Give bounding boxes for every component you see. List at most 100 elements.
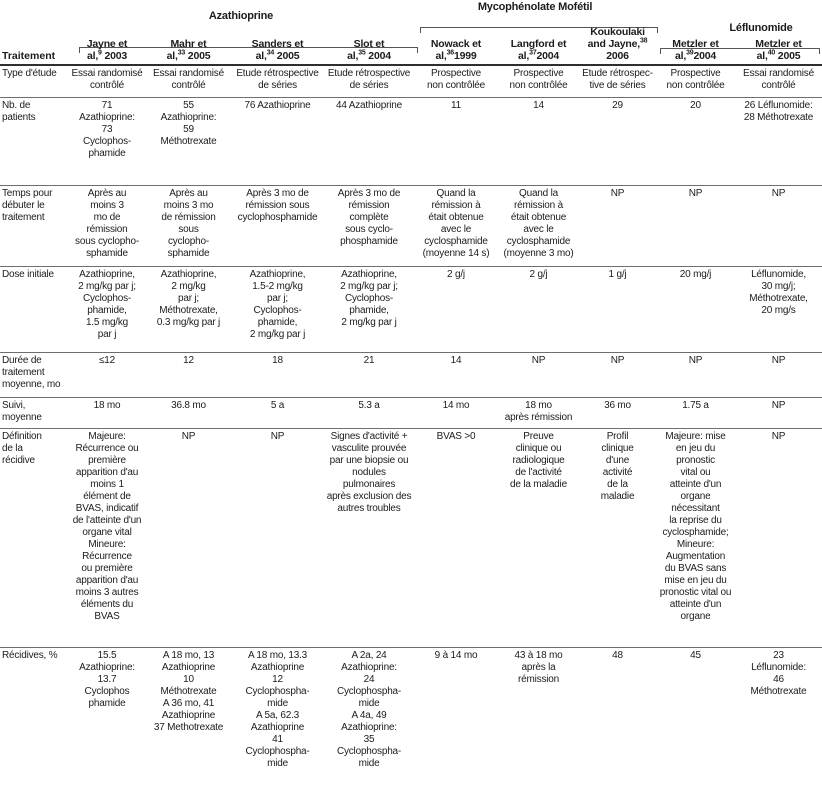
row-label: Récidives, % — [2, 650, 58, 661]
cell: Quand la rémission à était obtenue avec … — [414, 185, 498, 267]
study-year: 2005 — [185, 50, 211, 62]
study-name: Nowack et al, — [430, 38, 482, 62]
cell: 5.3 a — [324, 397, 414, 429]
cell: 76 Azathioprine — [231, 97, 324, 186]
table-row-definition-recidive: Définition de la récidive Majeure: Récur… — [0, 428, 822, 648]
table-row-nb-patients: Nb. de patients 71 Azathioprine: 73 Cycl… — [0, 97, 822, 186]
cell: 26 Léflunomide: 28 Méthotrexate — [735, 97, 822, 186]
cell: 20 — [656, 97, 735, 186]
cell: 18 mo — [68, 397, 146, 429]
group-header-azathioprine: Azathioprine — [208, 10, 274, 22]
reference-superscript: 38 — [639, 37, 648, 45]
group-bracket-azathioprine — [79, 47, 418, 53]
cell: 71 Azathioprine: 73 Cyclophos- phamide — [68, 97, 146, 186]
column-header-sanders-2005: Sanders et al,34 2005 — [231, 38, 324, 62]
study-year: 2005 — [775, 50, 801, 62]
cell: 45 — [690, 650, 701, 661]
cell: Azathioprine, 2 mg/kg par j; Cyclophos- … — [324, 266, 414, 353]
study-year: 2003 — [101, 50, 128, 62]
cell: 55 Azathioprine: 59 Méthotrexate — [146, 97, 231, 186]
cell: NP — [146, 428, 231, 648]
corner-label: Traitement — [2, 50, 56, 62]
cell: 14 — [498, 97, 579, 186]
reference-superscript: 35 — [358, 49, 366, 57]
cell: BVAS >0 — [414, 428, 498, 648]
cell: Majeure: Récurrence ou première appariti… — [68, 428, 146, 648]
cell: Prospective non contrôlée — [498, 65, 579, 98]
cell: 2 g/j — [414, 266, 498, 353]
cell: 9 à 14 mo — [434, 650, 478, 661]
cell: Majeure: mise en jeu du pronostic vital … — [656, 428, 735, 648]
cell: 15.5 Azathioprine: 13.7 Cyclophos phamid… — [79, 650, 135, 709]
cell: 2 g/j — [498, 266, 579, 353]
table-row-dose-initiale: Dose initiale Azathioprine, 2 mg/kg par … — [0, 266, 822, 353]
cell: 21 — [324, 352, 414, 398]
column-header-nowack-1999: Nowack et al,361999 — [414, 38, 498, 62]
cell: 18 — [231, 352, 324, 398]
cell: Après 3 mo de rémission complète sous cy… — [324, 185, 414, 267]
cell: Profil clinique d'une activité de la mal… — [579, 428, 656, 648]
reference-superscript: 40 — [767, 49, 776, 57]
comparison-table: Type d'étude Essai randomisé contrôlé Es… — [0, 64, 822, 789]
study-name: Langford et al, — [510, 38, 567, 62]
cell: 14 mo — [414, 397, 498, 429]
table-row-duree-traitement: Durée de traitement moyenne, mo ≤12 12 1… — [0, 352, 822, 398]
cell: 36.8 mo — [146, 397, 231, 429]
cell: NP — [735, 428, 822, 648]
cell: 5 a — [231, 397, 324, 429]
table-header: Traitement Azathioprine Mycophénolate Mo… — [0, 0, 822, 64]
row-label: Temps pour débuter le traitement — [0, 185, 68, 267]
cell: 23 Léflunomide: 46 Méthotrexate — [750, 650, 807, 697]
column-header-koukoulaki-2006: Koukoulaki and Jayne,38 2006 — [579, 26, 656, 62]
study-name: Metzler et al, — [755, 38, 802, 62]
reference-superscript: 39 — [686, 49, 694, 57]
cell: Prospective non contrôlée — [414, 65, 498, 98]
cell: NP — [735, 352, 822, 398]
cell: Léflunomide, 30 mg/j; Méthotrexate, 20 m… — [735, 266, 822, 353]
cell: 44 Azathioprine — [324, 97, 414, 186]
cell: Après au moins 3 mo de rémission sous cy… — [68, 185, 146, 267]
cell: NP — [656, 185, 735, 267]
study-name: Jayne et al, — [86, 38, 128, 62]
study-name: Metzler et al, — [672, 38, 719, 62]
row-label: Nb. de patients — [0, 97, 68, 186]
cell: NP — [735, 397, 822, 429]
cell: Essai randomisé contrôlé — [735, 65, 822, 98]
cell: A 18 mo, 13 Azathioprine 10 Méthotrexate… — [153, 650, 224, 733]
column-header-metzler-2005: Metzler et al,40 2005 — [735, 38, 822, 62]
row-label: Suivi, moyenne — [0, 397, 68, 429]
cell: 48 — [612, 650, 623, 661]
study-year: 1999 — [453, 50, 477, 62]
reference-superscript: 34 — [266, 49, 275, 57]
study-name: Mahr et al, — [166, 38, 207, 62]
cell: 12 — [146, 352, 231, 398]
column-header-metzler-2004: Metzler et al,392004 — [656, 38, 735, 62]
cell: Quand la rémission à était obtenue avec … — [498, 185, 579, 267]
column-header-mahr-2005: Mahr et al,33 2005 — [146, 38, 231, 62]
group-bracket-leflunomide — [660, 48, 820, 54]
cell: Etude rétrospective de séries — [231, 65, 324, 98]
group-header-mycophenolate-mofetil: Mycophénolate Mofétil — [477, 1, 593, 13]
group-header-leflunomide: Léflunomide — [729, 22, 793, 34]
cell: NP — [656, 352, 735, 398]
cell: Azathioprine, 1.5-2 mg/kg par j; Cycloph… — [231, 266, 324, 353]
group-bracket-mycophenolate-mofetil — [420, 27, 658, 33]
reference-superscript: 37 — [529, 49, 537, 57]
column-header-slot-2004: Slot et al,35 2004 — [324, 38, 414, 62]
reference-superscript: 36 — [446, 49, 455, 57]
reference-superscript: 33 — [177, 49, 186, 57]
cell: Signes d'activité + vasculite prouvée pa… — [324, 428, 414, 648]
cell: 18 mo après rémission — [498, 397, 579, 429]
cell: 14 — [414, 352, 498, 398]
cell: Essai randomisé contrôlé — [68, 65, 146, 98]
cell: 1.75 a — [656, 397, 735, 429]
column-header-langford-2004: Langford et al,372004 — [498, 38, 579, 62]
cell: A 18 mo, 13.3 Azathioprine 12 Cyclophosp… — [245, 650, 310, 769]
table-row-suivi: Suivi, moyenne 18 mo 36.8 mo 5 a 5.3 a 1… — [0, 397, 822, 429]
cell: NP — [579, 352, 656, 398]
cell: Après 3 mo de rémission sous cyclophosph… — [231, 185, 324, 267]
cell: Prospective non contrôlée — [656, 65, 735, 98]
row-label: Dose initiale — [0, 266, 68, 353]
row-label: Définition de la récidive — [0, 428, 68, 648]
